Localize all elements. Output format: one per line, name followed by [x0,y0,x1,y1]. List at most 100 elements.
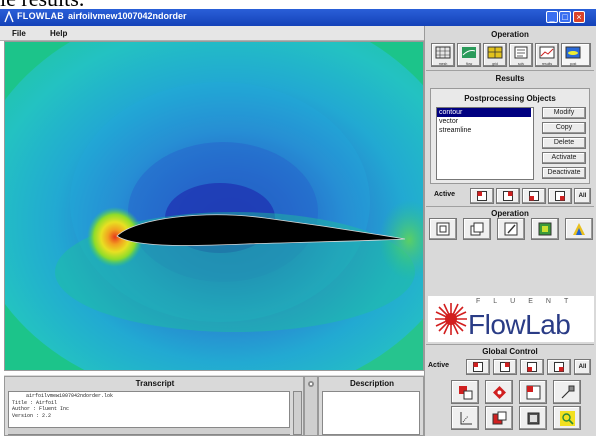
global-view-1-button[interactable] [466,359,490,375]
global-view-3-button[interactable] [520,359,544,375]
global-active-label: Active [428,362,450,369]
probe-tool-button[interactable] [553,380,581,404]
layout-icon [492,411,507,425]
flow-button-label: flow [465,62,473,66]
colormap-button[interactable] [565,218,593,240]
active-view-2-button[interactable] [496,188,520,204]
display-object-button[interactable] [531,218,559,240]
gear-icon [308,381,314,387]
active-view-1-button[interactable] [470,188,494,204]
results-button[interactable]: results [535,43,559,67]
global-control-heading: Global Control [482,347,538,356]
grid-button[interactable]: grid [483,43,507,67]
results-heading: Results [495,74,525,83]
viewport-icon [527,362,537,372]
zoom-button[interactable] [553,406,581,430]
mesh-button[interactable]: mesh [431,43,455,67]
edit-icon [504,222,518,236]
global-view-4-button[interactable] [547,359,571,375]
fluent-star-icon [435,303,467,335]
mesh-icon [435,46,451,59]
transcript-line: Version : 2.2 [12,412,52,419]
panel-divider[interactable] [304,376,318,436]
graphics-viewport[interactable] [4,41,424,371]
transcript-horizontal-scrollbar[interactable] [8,427,290,434]
close-button[interactable]: × [573,11,585,23]
select-tool-button[interactable] [451,380,479,404]
results-icon [539,46,555,59]
rotate-icon [493,386,506,399]
post-icon [565,46,581,59]
active-view-3-button[interactable] [522,188,546,204]
grid-icon [487,46,503,59]
description-text[interactable] [322,391,420,435]
zoom-icon [560,411,575,426]
viewport-icon [529,191,539,201]
airfoil-shape [116,214,406,246]
layout-button[interactable] [485,406,513,430]
operation-mid-heading: Operation [491,209,529,218]
axes-icon [460,412,472,425]
activate-button[interactable]: Activate [542,152,586,164]
app-title: FLOWLAB [17,11,65,21]
modify-button[interactable]: Modify [542,107,586,119]
clipped-overlay-text: ie results. [0,0,596,9]
viewport-icon [554,362,564,372]
transcript-vertical-scrollbar[interactable] [293,391,302,435]
active-label: Active [434,191,456,198]
colormap-icon [573,223,585,235]
solve-button-label: solv [517,62,525,66]
flow-icon [462,47,476,58]
active-view-4-button[interactable] [548,188,572,204]
active-all-button[interactable]: All [574,188,591,204]
menu-bar: File Help [0,26,424,41]
viewport-icon [477,191,487,201]
global-all-button[interactable]: All [574,359,591,375]
transcript-heading: Transcript [135,379,175,388]
edit-object-button[interactable] [497,218,525,240]
duplicate-icon [470,222,484,236]
grid-button-label: grid [492,62,498,66]
app-logo-icon [4,11,14,23]
flowlab-wordmark: FlowLab [468,309,571,340]
transcript-panel: Transcript airfoilvmew1007042ndorder.lok… [4,376,304,436]
copy-object-button[interactable] [429,218,457,240]
fit-view-icon [526,385,541,400]
list-item[interactable]: streamline [439,127,472,134]
document-title: airfoilvmew1007042ndorder [68,11,187,21]
maximize-button[interactable]: □ [559,11,571,23]
flow-button[interactable]: flow [457,43,481,67]
contour-plot [5,42,423,370]
post-button[interactable]: post [561,43,591,67]
select-tool-icon [459,386,473,400]
axes-button[interactable] [451,406,479,430]
delete-button[interactable]: Delete [542,137,586,149]
global-view-2-button[interactable] [493,359,517,375]
mesh-button-label: mesh [438,62,448,66]
transcript-line: Title : Airfoil [12,399,58,406]
postprocessing-list[interactable]: contour vector streamline [436,107,534,180]
minimize-button[interactable]: _ [546,11,558,23]
solve-icon [514,46,528,59]
rotate-tool-button[interactable] [485,380,513,404]
fit-view-button[interactable] [519,380,547,404]
list-item[interactable]: vector [439,118,459,125]
postprocessing-heading: Postprocessing Objects [464,94,556,103]
menu-help[interactable]: Help [50,29,68,38]
active-row: Active All [424,186,596,206]
solve-button[interactable]: solv [509,43,533,67]
list-item[interactable]: contour [437,108,531,117]
deactivate-button[interactable]: Deactivate [542,167,586,179]
copy-icon [436,222,450,236]
title-bar: FLOWLAB airfoilvmew1007042ndorder _ □ × [0,9,596,26]
menu-file[interactable]: File [12,29,26,38]
probe-icon [561,385,575,399]
results-button-label: results [541,62,553,66]
viewport-icon [500,362,510,372]
fluent-wordmark: FLUENT [476,298,582,305]
print-button[interactable] [519,406,547,430]
copy-button[interactable]: Copy [542,122,586,134]
transcript-line: Author : Fluent Inc [12,406,70,412]
duplicate-button[interactable] [463,218,491,240]
